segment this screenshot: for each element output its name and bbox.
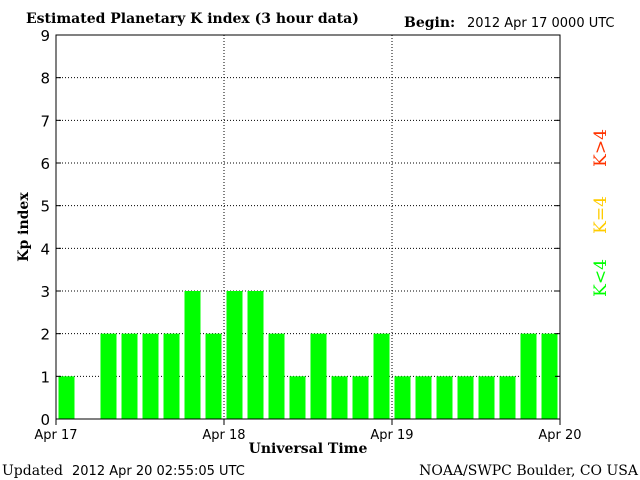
begin-value: 2012 Apr 17 0000 UTC bbox=[467, 16, 615, 31]
y-tick-label: 5 bbox=[40, 198, 50, 216]
kp-bar bbox=[226, 291, 243, 419]
begin-label: Begin: bbox=[404, 15, 455, 31]
kp-bar bbox=[457, 376, 474, 419]
kp-bar bbox=[394, 376, 411, 419]
kp-bar bbox=[205, 333, 222, 419]
updated-value: 2012 Apr 20 02:55:05 UTC bbox=[72, 464, 245, 479]
source-label: NOAA/SWPC Boulder, CO USA bbox=[419, 463, 639, 479]
x-tick-label: Apr 17 bbox=[34, 428, 77, 443]
x-tick-label: Apr 19 bbox=[370, 428, 413, 443]
kp-bar bbox=[436, 376, 453, 419]
kp-bar bbox=[520, 333, 537, 419]
kp-bar bbox=[289, 376, 306, 419]
kp-bar bbox=[121, 333, 138, 419]
bars bbox=[58, 291, 558, 419]
y-axis-label: Kp index bbox=[16, 192, 32, 262]
kp-bar bbox=[415, 376, 432, 419]
updated-label: Updated bbox=[2, 463, 63, 479]
y-axis-ticks: 0 1 2 3 4 5 6 7 8 9 bbox=[40, 27, 560, 429]
kp-bar bbox=[163, 333, 180, 419]
kp-bar bbox=[268, 333, 285, 419]
x-tick-label: Apr 20 bbox=[538, 428, 581, 443]
x-axis-ticks: Apr 17 Apr 18 Apr 19 Apr 20 bbox=[34, 419, 582, 443]
kp-bar bbox=[352, 376, 369, 419]
y-tick-label: 7 bbox=[40, 112, 50, 130]
x-tick-label: Apr 18 bbox=[202, 428, 245, 443]
chart-title: Estimated Planetary K index (3 hour data… bbox=[26, 11, 359, 27]
legend-k-equals-4: K=4 bbox=[591, 196, 611, 234]
kp-bar bbox=[184, 291, 201, 419]
kp-bar bbox=[100, 333, 117, 419]
plot-frame bbox=[55, 34, 561, 420]
y-tick-label: 6 bbox=[40, 155, 50, 173]
grid-lines bbox=[56, 35, 560, 419]
y-tick-label: 2 bbox=[40, 326, 50, 344]
y-tick-label: 3 bbox=[40, 283, 50, 301]
y-tick-label: 9 bbox=[40, 27, 50, 45]
kp-bar bbox=[499, 376, 516, 419]
legend-k-less-4: K<4 bbox=[591, 259, 611, 297]
kp-bar bbox=[373, 333, 390, 419]
kp-bar bbox=[541, 333, 558, 419]
kp-bar bbox=[247, 291, 264, 419]
y-tick-label: 4 bbox=[40, 240, 50, 258]
y-tick-label: 8 bbox=[40, 70, 50, 88]
kp-bar bbox=[58, 376, 75, 419]
kp-bar bbox=[142, 333, 159, 419]
kp-bar bbox=[478, 376, 495, 419]
y-tick-label: 1 bbox=[40, 368, 50, 386]
legend-k-greater-4: K>4 bbox=[591, 129, 611, 167]
x-axis-label: Universal Time bbox=[249, 441, 368, 457]
kp-bar bbox=[331, 376, 348, 419]
kp-bar bbox=[310, 333, 327, 419]
y-tick-label: 0 bbox=[40, 411, 50, 429]
